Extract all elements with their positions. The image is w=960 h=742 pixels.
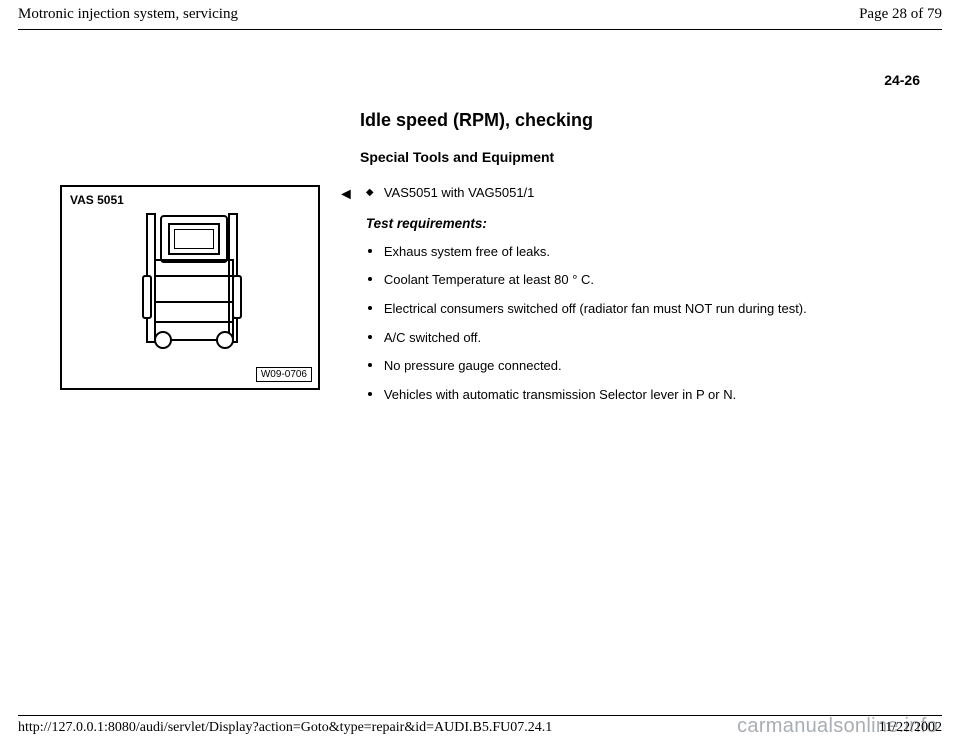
requirement-item: No pressure gauge connected. [366, 357, 920, 375]
page-footer: http://127.0.0.1:8080/audi/servlet/Displ… [0, 710, 960, 742]
figure-code: W09-0706 [256, 367, 312, 382]
section-title: Idle speed (RPM), checking [360, 110, 920, 131]
tool-item: VAS5051 with VAG5051/1 [366, 185, 920, 202]
requirement-item: Coolant Temperature at least 80 ° C. [366, 271, 920, 289]
requirement-item: A/C switched off. [366, 329, 920, 347]
page-header: Motronic injection system, servicing Pag… [0, 0, 960, 27]
requirement-item: Exhaus system free of leaks. [366, 243, 920, 261]
tools-heading: Special Tools and Equipment [360, 149, 920, 165]
footer-date: 11/22/2002 [879, 720, 942, 736]
cart-illustration-icon [150, 215, 234, 375]
footer-rule [18, 715, 942, 716]
requirements-heading: Test requirements: [366, 216, 920, 231]
content-area: Idle speed (RPM), checking Special Tools… [60, 110, 920, 414]
section-number: 24-26 [884, 72, 920, 88]
requirement-item: Vehicles with automatic transmission Sel… [366, 386, 920, 404]
tools-list: VAS5051 with VAG5051/1 [366, 185, 920, 202]
doc-title: Motronic injection system, servicing [18, 6, 238, 23]
right-column: VAS5051 with VAG5051/1 Test requirements… [366, 185, 920, 414]
requirement-item: Electrical consumers switched off (radia… [366, 300, 920, 318]
footer-url: http://127.0.0.1:8080/audi/servlet/Displ… [18, 720, 552, 736]
figure-diagnostic-cart: VAS 5051 W09-0706 [60, 185, 320, 390]
figure-label: VAS 5051 [70, 193, 124, 207]
page-number: Page 28 of 79 [859, 6, 942, 23]
pointer-arrow-icon: ◄ [338, 185, 354, 203]
requirements-list: Exhaus system free of leaks. Coolant Tem… [366, 243, 920, 403]
header-rule [18, 29, 942, 30]
